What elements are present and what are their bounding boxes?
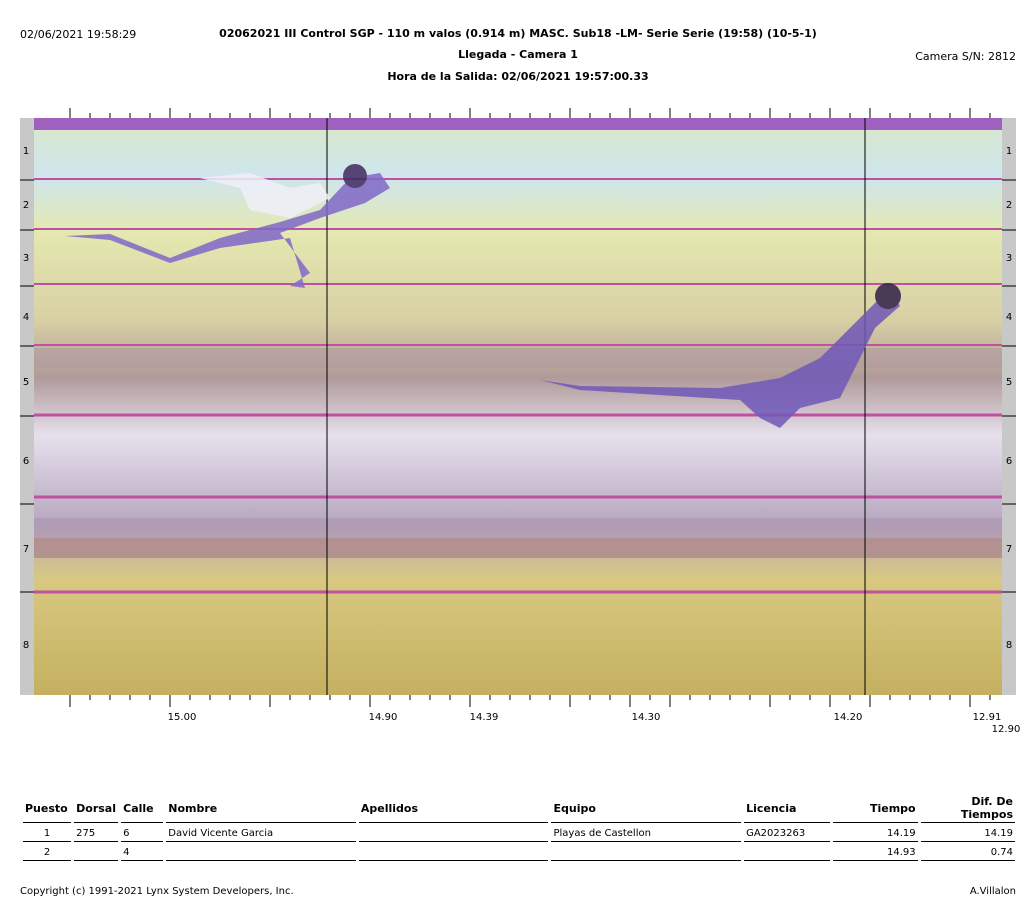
col-puesto: Puesto [23,794,72,823]
cell-dorsal [74,842,119,861]
table-row: 1 275 6 David Vicente Garcia Playas de C… [23,823,1015,842]
cell-nombre [166,842,356,861]
cell-equipo [551,842,742,861]
operator-name: A.Villalon [969,886,1016,897]
col-nombre: Nombre [166,794,356,823]
lane-label-left: 2 [23,200,29,211]
lane-label-left: 3 [23,253,29,264]
lane-label-left: 8 [23,640,29,651]
time-tick-label: 12.91 [972,712,1002,723]
time-tick-label: 14.30 [631,712,661,723]
lane-label-right: 1 [1006,146,1012,157]
time-tick-label: 15.00 [167,712,197,723]
time-tick-label: 14.20 [833,712,863,723]
cell-dif: 14.19 [920,823,1015,842]
lane-label-right: 6 [1006,456,1012,467]
copyright-text: Copyright (c) 1991-2021 Lynx System Deve… [20,886,294,897]
lane-label-left: 1 [23,146,29,157]
lane-label-right: 3 [1006,253,1012,264]
lane-label-left: 7 [23,544,29,555]
cell-calle: 6 [121,823,164,842]
col-equipo: Equipo [551,794,742,823]
cell-equipo: Playas de Castellon [551,823,742,842]
time-tick-label: 14.90 [368,712,398,723]
col-dorsal: Dorsal [74,794,119,823]
time-tick-label: 14.39 [469,712,499,723]
cell-puesto: 1 [23,823,72,842]
col-tiempo: Tiempo [833,794,918,823]
cell-calle: 4 [121,842,164,861]
lane-label-right: 2 [1006,200,1012,211]
race-subtitle: Llegada - Camera 1 [458,48,578,61]
top-tick-scale [69,108,991,118]
lane-label-right: 4 [1006,312,1012,323]
photo-finish-image: 1 2 3 4 5 6 7 8 1 2 3 4 5 6 7 8 [20,118,1016,695]
cell-dorsal: 275 [74,823,119,842]
athlete-lane-4 [540,283,901,428]
athlete-lane-2 [65,164,390,288]
cell-apellidos [358,842,549,861]
cell-licencia: GA2023263 [744,823,831,842]
cell-tiempo: 14.93 [833,842,918,861]
table-row: 2 4 14.93 0.74 [23,842,1015,861]
lane-label-right: 5 [1006,377,1012,388]
race-title: 02062021 III Control SGP - 110 m valos (… [219,27,817,40]
col-licencia: Licencia [744,794,831,823]
col-apellidos: Apellidos [358,794,549,823]
lane-label-left: 6 [23,456,29,467]
bottom-tick-scale [69,695,991,707]
col-calle: Calle [121,794,164,823]
lane-label-left: 5 [23,377,29,388]
cell-apellidos [358,823,549,842]
lane-label-right: 8 [1006,640,1012,651]
start-time: Hora de la Salida: 02/06/2021 19:57:00.3… [387,70,649,83]
col-dif: Dif. De Tiempos [920,794,1015,823]
print-timestamp: 02/06/2021 19:58:29 [20,28,137,41]
results-header-row: Puesto Dorsal Calle Nombre Apellidos Equ… [23,794,1015,823]
camera-serial: Camera S/N: 2812 [915,50,1016,63]
lane-label-right: 7 [1006,544,1012,555]
results-table: Puesto Dorsal Calle Nombre Apellidos Equ… [20,794,1018,861]
cell-puesto: 2 [23,842,72,861]
cell-nombre: David Vicente Garcia [166,823,356,842]
cell-dif: 0.74 [920,842,1015,861]
cell-tiempo: 14.19 [833,823,918,842]
lane-label-left: 4 [23,312,29,323]
cell-licencia [744,842,831,861]
time-tick-label: 12.90 [991,724,1021,735]
